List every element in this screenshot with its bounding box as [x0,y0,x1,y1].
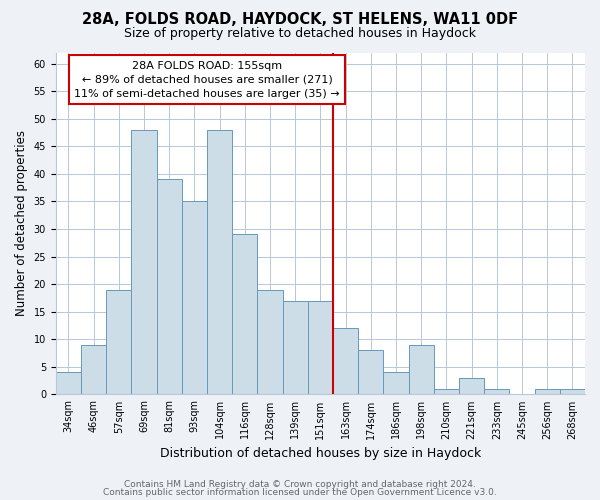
Bar [308,300,333,394]
Text: Size of property relative to detached houses in Haydock: Size of property relative to detached ho… [124,28,476,40]
Bar [56,372,81,394]
Text: Contains public sector information licensed under the Open Government Licence v3: Contains public sector information licen… [103,488,497,497]
Bar [409,345,434,395]
Bar [560,389,585,394]
Bar [257,290,283,395]
Bar [157,180,182,394]
Bar [283,300,308,394]
Bar [81,345,106,395]
X-axis label: Distribution of detached houses by size in Haydock: Distribution of detached houses by size … [160,447,481,460]
Bar [182,202,207,394]
Bar [484,389,509,394]
Bar [434,389,459,394]
Text: Contains HM Land Registry data © Crown copyright and database right 2024.: Contains HM Land Registry data © Crown c… [124,480,476,489]
Bar [383,372,409,394]
Bar [358,350,383,395]
Bar [459,378,484,394]
Text: 28A FOLDS ROAD: 155sqm
← 89% of detached houses are smaller (271)
11% of semi-de: 28A FOLDS ROAD: 155sqm ← 89% of detached… [74,61,340,99]
Bar [535,389,560,394]
Text: 28A, FOLDS ROAD, HAYDOCK, ST HELENS, WA11 0DF: 28A, FOLDS ROAD, HAYDOCK, ST HELENS, WA1… [82,12,518,28]
Y-axis label: Number of detached properties: Number of detached properties [15,130,28,316]
Bar [207,130,232,394]
Bar [333,328,358,394]
Bar [106,290,131,395]
Bar [232,234,257,394]
Bar [131,130,157,394]
